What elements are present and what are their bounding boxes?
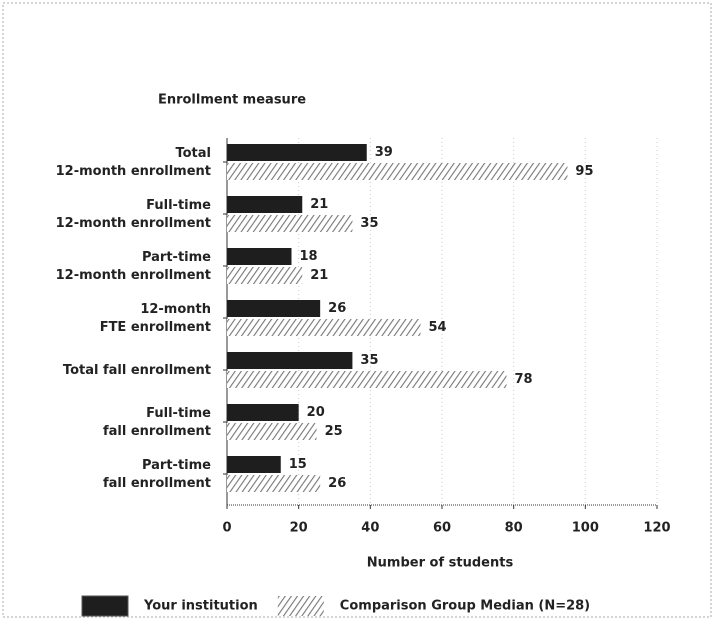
bar	[227, 319, 421, 336]
legend-label: Your institution	[143, 599, 258, 614]
bar	[227, 267, 303, 284]
bar	[227, 371, 507, 388]
y-tick-line: Total fall enrollment	[63, 363, 211, 378]
value-label: 26	[328, 301, 346, 316]
x-tick-label: 60	[433, 521, 451, 536]
y-tick-label: Full-time 12-month enrollment	[56, 198, 212, 231]
value-label: 39	[375, 145, 393, 160]
y-tick-label: Part-time 12-month enrollment	[56, 250, 212, 283]
x-tick-label: 20	[290, 521, 308, 536]
y-tick-label: 12-month FTE enrollment	[100, 302, 211, 335]
legend-label: Comparison Group Median (N=28)	[340, 599, 590, 614]
bar	[227, 352, 353, 369]
bar	[227, 215, 353, 232]
bar	[227, 300, 321, 317]
y-tick-line: FTE enrollment	[100, 320, 211, 335]
bar	[227, 404, 299, 421]
value-label: 21	[310, 268, 328, 283]
y-axis-title: Enrollment measure	[158, 93, 306, 108]
value-label: 78	[515, 372, 533, 387]
value-label: 54	[429, 320, 447, 335]
legend-swatch	[81, 595, 129, 617]
x-tick-label: 0	[222, 521, 231, 536]
bar	[227, 423, 317, 440]
x-tick-label: 80	[505, 521, 523, 536]
y-tick-line: Full-time	[146, 198, 211, 213]
y-tick-label: Full-time fall enrollment	[103, 406, 211, 439]
bar	[227, 196, 303, 213]
bar	[227, 456, 281, 473]
value-label: 25	[325, 424, 343, 439]
y-tick-line: fall enrollment	[103, 476, 211, 491]
y-tick-line: 12-month enrollment	[56, 268, 211, 283]
y-tick-line: 12-month enrollment	[56, 164, 211, 179]
value-label: 18	[300, 249, 318, 264]
y-tick-label: Total 12-month enrollment	[56, 146, 211, 179]
y-tick-line: Part-time	[142, 250, 211, 265]
bar	[227, 475, 321, 492]
value-label: 21	[310, 197, 328, 212]
y-tick-line: fall enrollment	[103, 424, 211, 439]
value-label: 35	[360, 353, 378, 368]
x-tick-label: 120	[643, 521, 670, 536]
y-tick-line: 12-month	[140, 302, 211, 317]
y-tick-line: Full-time	[146, 406, 211, 421]
value-label: 15	[289, 457, 307, 472]
value-label: 20	[307, 405, 325, 420]
y-tick-label: Total fall enrollment	[63, 363, 211, 378]
y-tick-line: Total	[175, 146, 211, 161]
value-label: 95	[575, 164, 593, 179]
bar	[227, 163, 568, 180]
value-label: 26	[328, 476, 346, 491]
bar	[227, 144, 367, 161]
bar	[227, 248, 292, 265]
y-tick-line: 12-month enrollment	[56, 216, 211, 231]
y-tick-label: Part-time fall enrollment	[103, 458, 211, 491]
y-tick-line: Part-time	[142, 458, 211, 473]
legend-swatch	[277, 596, 324, 616]
x-tick-label: 40	[361, 521, 379, 536]
value-label: 35	[360, 216, 378, 231]
x-tick-label: 100	[572, 521, 599, 536]
x-axis-title: Number of students	[367, 556, 514, 571]
